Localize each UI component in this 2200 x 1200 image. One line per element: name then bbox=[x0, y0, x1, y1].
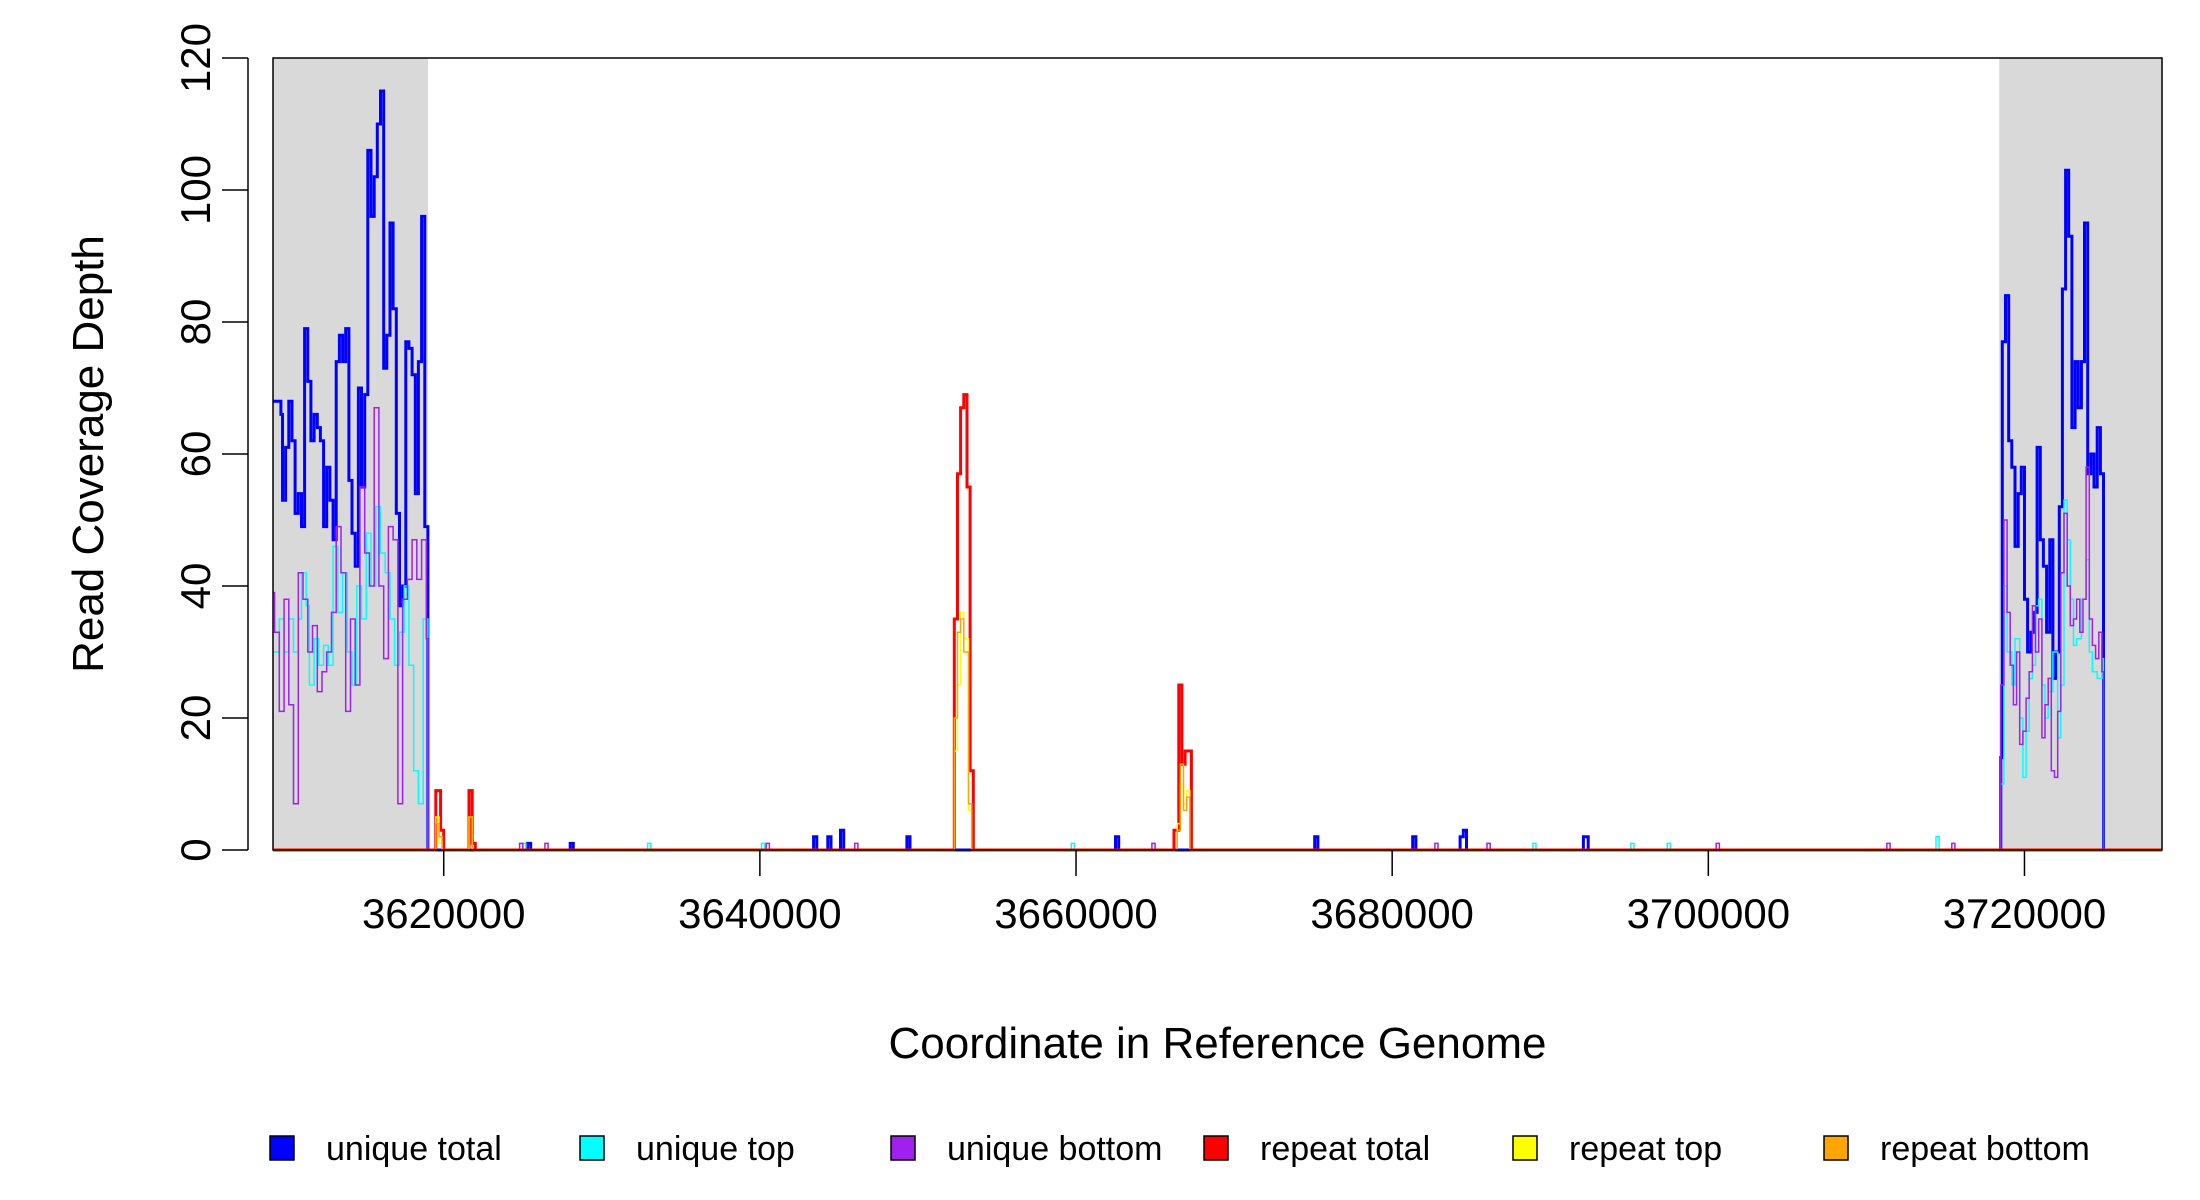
legend-label: repeat top bbox=[1569, 1130, 1722, 1168]
legend-swatch bbox=[1512, 1135, 1538, 1161]
legend-item-repeat-total: repeat total bbox=[1203, 1130, 1430, 1168]
legend-item-repeat-top: repeat top bbox=[1512, 1130, 1722, 1168]
y-tick-label: 60 bbox=[172, 431, 219, 478]
x-tick-label: 3700000 bbox=[1627, 890, 1791, 937]
series-line-unique-top bbox=[273, 499, 2162, 851]
legend-swatch bbox=[1823, 1135, 1849, 1161]
x-tick-label: 3660000 bbox=[994, 890, 1158, 937]
legend-label: unique bottom bbox=[947, 1130, 1163, 1168]
legend-swatch bbox=[579, 1135, 605, 1161]
x-tick-label: 3680000 bbox=[1310, 890, 1474, 937]
legend-label: unique total bbox=[326, 1130, 502, 1168]
y-tick-label: 80 bbox=[172, 299, 219, 346]
legend: unique total unique top unique bottom repea… bbox=[269, 1130, 2090, 1168]
x-axis-title: Coordinate in Reference Genome bbox=[889, 1019, 1547, 1068]
legend-item-unique-top: unique top bbox=[579, 1130, 795, 1168]
y-tick-label: 40 bbox=[172, 563, 219, 610]
x-tick-label: 3620000 bbox=[362, 890, 526, 937]
legend-label: repeat total bbox=[1260, 1130, 1430, 1168]
y-axis: 0 20 40 60 80 100 120 bbox=[172, 23, 249, 862]
y-tick-label: 20 bbox=[172, 695, 219, 742]
y-tick-label: 0 bbox=[172, 838, 219, 861]
plot-frame bbox=[272, 57, 2163, 851]
y-tick-label: 120 bbox=[172, 23, 219, 93]
x-tick-label: 3720000 bbox=[1943, 890, 2107, 937]
legend-item-unique-bottom: unique bottom bbox=[890, 1130, 1163, 1168]
legend-swatch bbox=[890, 1135, 916, 1161]
legend-swatch bbox=[269, 1135, 295, 1161]
legend-label: repeat bottom bbox=[1880, 1130, 2090, 1168]
legend-label: unique top bbox=[636, 1130, 795, 1168]
shaded-regions bbox=[273, 58, 2162, 850]
y-axis-title: Read Coverage Depth bbox=[64, 235, 113, 673]
x-axis: 3620000 3640000 3660000 3680000 3700000 37200… bbox=[362, 850, 2106, 937]
series-line-repeat-bottom bbox=[273, 618, 2162, 851]
series-line-unique-bottom bbox=[273, 407, 2162, 851]
legend-swatch bbox=[1203, 1135, 1229, 1161]
series-line-repeat-top bbox=[273, 611, 2162, 851]
series-line-repeat-total bbox=[273, 393, 2162, 852]
series-line-unique-total bbox=[273, 89, 2162, 852]
legend-item-unique-total: unique total bbox=[269, 1130, 502, 1168]
series-lines bbox=[273, 89, 2162, 852]
legend-item-repeat-bottom: repeat bottom bbox=[1823, 1130, 2090, 1168]
y-tick-label: 100 bbox=[172, 155, 219, 225]
x-tick-label: 3640000 bbox=[678, 890, 842, 937]
